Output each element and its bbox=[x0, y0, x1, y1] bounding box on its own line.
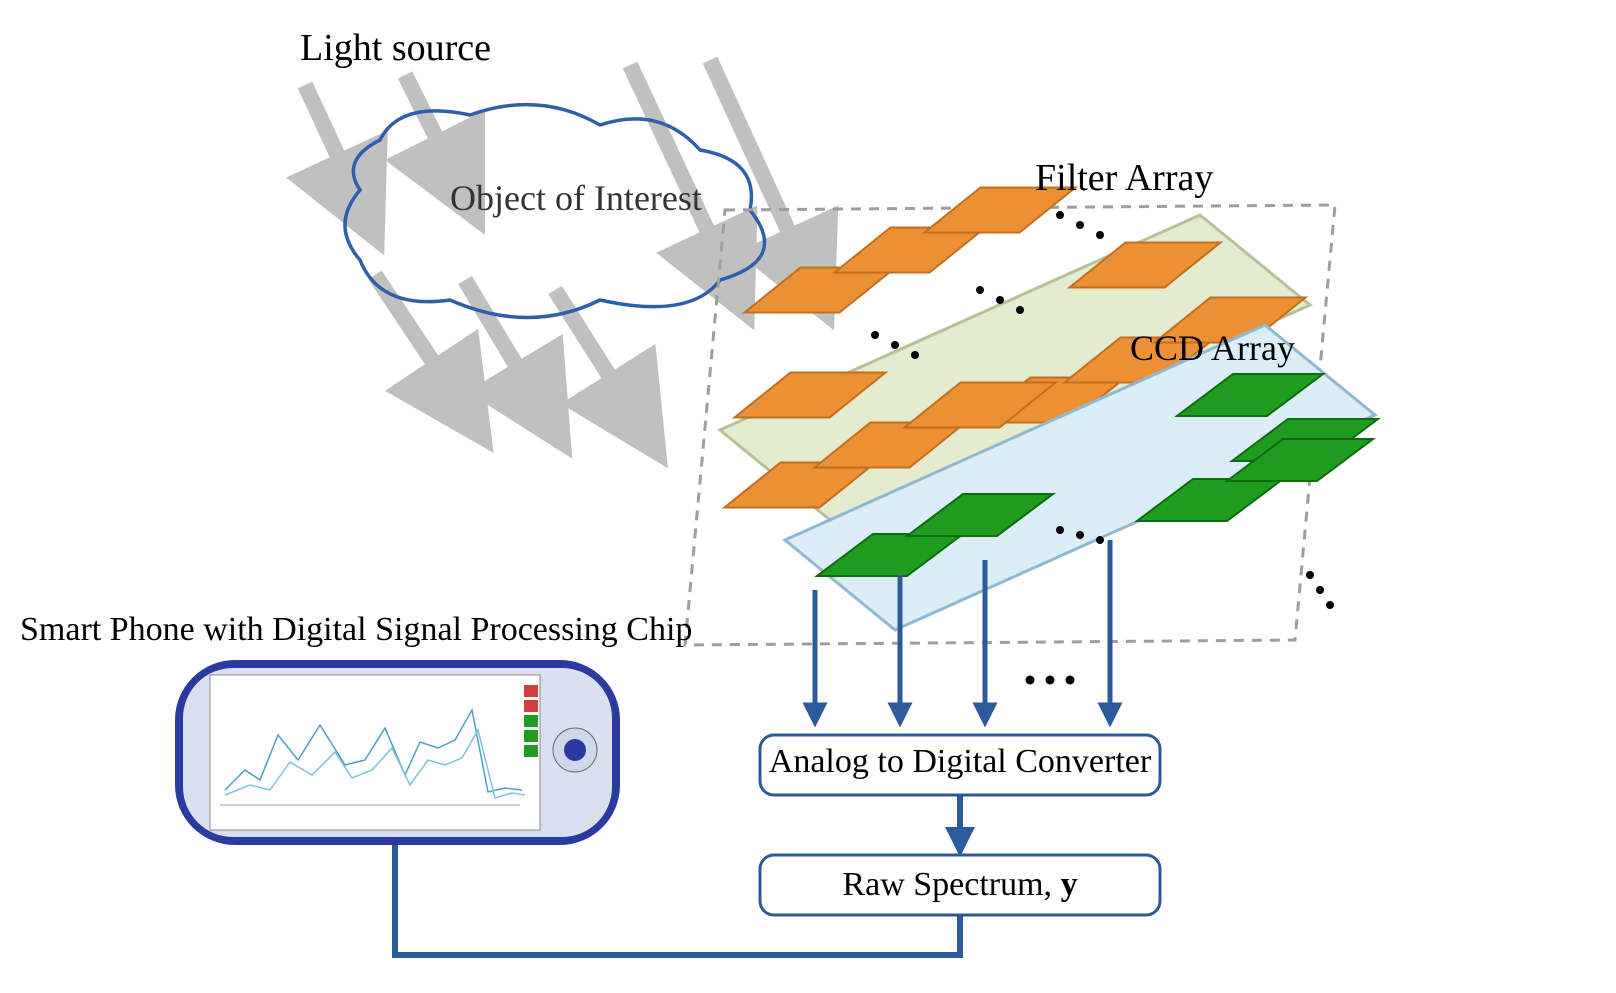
phone-nav-button-inner bbox=[564, 739, 586, 761]
light-arrows bbox=[305, 60, 820, 440]
raw-spectrum-label: Raw Spectrum, y bbox=[842, 866, 1077, 903]
light-arrow bbox=[465, 280, 555, 430]
object-of-interest-label: Object of Interest bbox=[450, 178, 702, 218]
ccd-output-ellipsis bbox=[1026, 676, 1075, 685]
light-source-label: Light source bbox=[300, 27, 491, 69]
filter-array-label: Filter Array bbox=[1035, 157, 1213, 199]
ccd-ellipsis-dots bbox=[1056, 526, 1334, 609]
smartphone-label: Smart Phone with Digital Signal Processi… bbox=[20, 611, 692, 648]
phone-screen bbox=[210, 675, 540, 830]
light-arrow bbox=[375, 275, 475, 425]
smartphone bbox=[175, 660, 620, 845]
ccd-array-label: CCD Array bbox=[1130, 328, 1295, 368]
adc-label: Analog to Digital Converter bbox=[769, 743, 1152, 780]
phone-side-buttons bbox=[524, 685, 538, 757]
diagram-canvas: Analog to Digital Converter Raw Spectrum… bbox=[0, 0, 1616, 993]
